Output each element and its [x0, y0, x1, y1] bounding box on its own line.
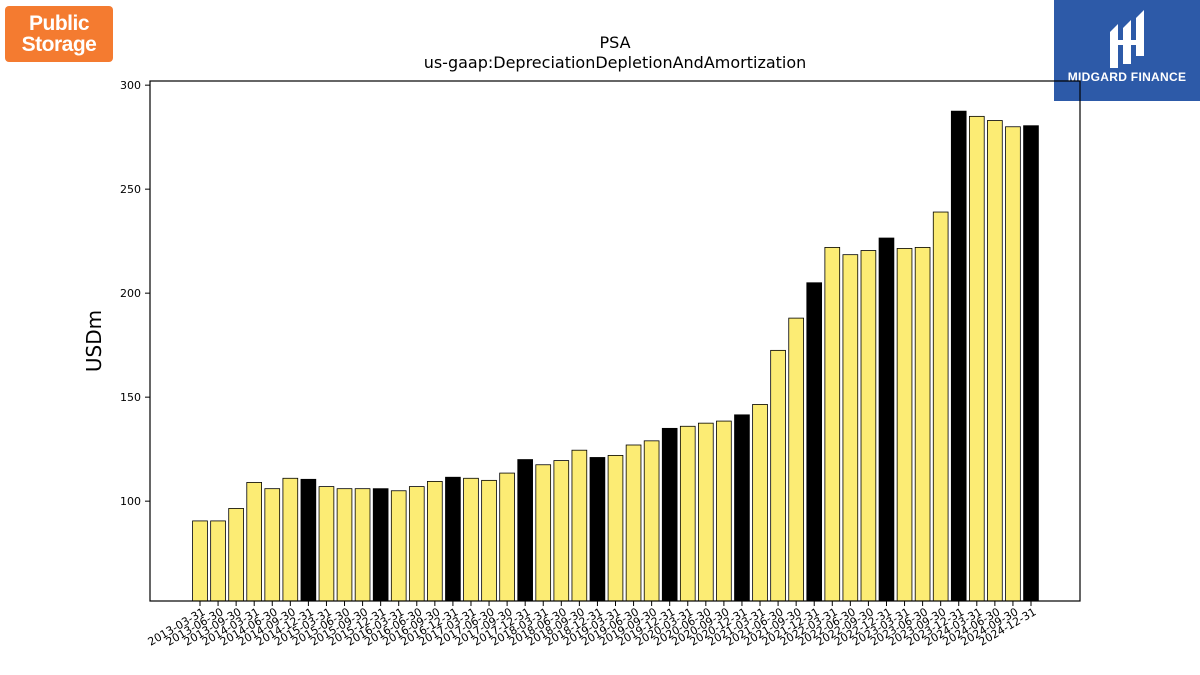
bar-2014-12-31 [300, 478, 317, 602]
bar-2021-09-30 [788, 317, 804, 602]
bar-2016-06-30 [408, 486, 425, 602]
bar-2015-03-31 [318, 486, 335, 602]
bar-2014-03-31 [246, 482, 262, 602]
bar-2016-12-31 [445, 476, 461, 602]
bar-2017-12-31 [517, 459, 533, 602]
bar-2022-09-30 [860, 250, 877, 602]
bar-2014-06-30 [264, 488, 281, 602]
bar-2024-06-30 [987, 120, 1003, 602]
bar-2024-03-31 [969, 115, 985, 602]
bar-2017-06-30 [481, 479, 497, 602]
y-axis: 100 150 200 250 300 [120, 79, 150, 508]
bar-2022-06-30 [842, 254, 859, 602]
bar-2013-03-31 [192, 520, 208, 602]
y-tick-label: 150 [120, 391, 141, 404]
bar-2020-12-31 [734, 414, 750, 602]
bar-2019-09-30 [643, 440, 660, 602]
bar-2015-06-30 [336, 488, 353, 602]
bar-2013-09-30 [228, 508, 244, 602]
bar-2023-03-31 [896, 248, 913, 602]
bar-2020-06-30 [698, 422, 714, 602]
plot-frame [149, 80, 1081, 602]
bar-2018-12-31 [589, 457, 606, 602]
bar-2016-03-31 [390, 490, 407, 602]
bar-2021-12-31 [806, 282, 823, 602]
bar-2015-12-31 [372, 488, 389, 602]
bar-2019-03-31 [607, 454, 624, 602]
bar-2023-12-31 [950, 110, 967, 602]
public-storage-logo: Public Storage [5, 6, 113, 62]
bar-2016-09-30 [427, 480, 443, 602]
logo-text-line2: Storage [21, 33, 97, 56]
bar-2024-12-31 [1023, 125, 1039, 602]
x-axis: 2013-03-312013-06-302013-09-302014-03-31… [146, 601, 1039, 649]
bar-2019-12-31 [661, 427, 678, 602]
y-tick-label: 200 [120, 287, 141, 300]
bar-2023-06-30 [914, 246, 931, 602]
bar-2018-03-31 [535, 464, 552, 602]
bar-2022-03-31 [824, 246, 841, 602]
midgard-mark-icon [1110, 10, 1144, 68]
y-tick-label: 100 [120, 495, 141, 508]
midgard-finance-logo: MIDGARD FINANCE [1054, 0, 1200, 101]
bar-2018-09-30 [571, 449, 588, 602]
bar-2015-09-30 [354, 488, 371, 602]
bar-2017-03-31 [463, 477, 479, 602]
chart-subtitle: us-gaap:DepreciationDepletionAndAmortiza… [424, 53, 807, 72]
bar-2019-06-30 [625, 444, 642, 602]
bar-2022-12-31 [878, 237, 895, 602]
bar-2020-03-31 [679, 425, 696, 602]
chart-title: PSA [599, 33, 630, 52]
bar-2023-09-30 [932, 211, 949, 602]
bar-series [192, 110, 1039, 602]
logo-company-name: MIDGARD FINANCE [1067, 70, 1187, 84]
bar-2024-09-30 [1005, 126, 1021, 602]
bar-2014-09-30 [282, 477, 299, 602]
y-tick-label: 250 [120, 183, 141, 196]
bar-2018-06-30 [553, 460, 570, 602]
bar-2017-09-30 [499, 472, 515, 602]
bar-2021-03-31 [752, 404, 768, 602]
logo-text-line1: Public [28, 12, 90, 35]
y-tick-label: 300 [120, 79, 141, 92]
y-axis-label: USDm [82, 310, 106, 372]
bar-2021-06-30 [770, 349, 786, 602]
bar-2020-09-30 [716, 420, 732, 602]
bar-2013-06-30 [210, 520, 226, 602]
